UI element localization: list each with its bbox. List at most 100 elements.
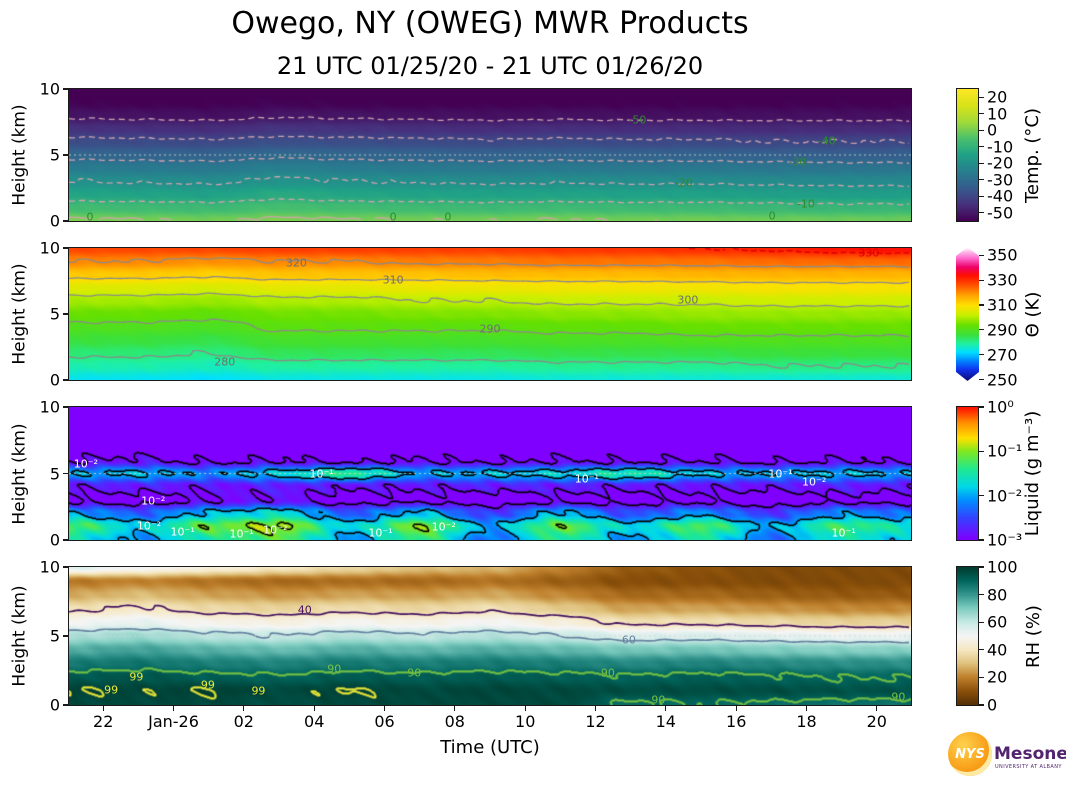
contour-label: 330 — [858, 246, 880, 260]
y-tick-mark — [63, 154, 68, 156]
contour-label: 10⁻² — [73, 457, 98, 471]
contour-label: 40 — [297, 603, 312, 617]
liquid-colorbar-gradient — [957, 407, 978, 540]
contour-label: 10⁻² — [431, 520, 456, 534]
contour-label: 60 — [621, 633, 636, 647]
y-tick-mark — [63, 472, 68, 475]
colorbar-tick-label: 10⁰ — [987, 397, 1014, 417]
contour-label: 90 — [327, 662, 342, 676]
temperature-heatmap — [69, 89, 911, 221]
y-tick-label: 10 — [39, 79, 60, 99]
y-tick-mark — [63, 406, 68, 408]
colorbar-tick-label: -20 — [987, 153, 1014, 173]
contour-label: 90 — [891, 690, 906, 704]
contour-label: 0 — [768, 209, 776, 223]
contour-label: -40 — [817, 134, 836, 148]
temperature-panel: 0 0 0 0 -10 -20 -30 -40 -50 — [68, 88, 912, 223]
x-tick-label: Jan-26 — [148, 712, 199, 731]
figure-title: Owego, NY (OWEG) MWR Products — [231, 6, 749, 41]
contour-label: 90 — [651, 693, 666, 707]
x-tick-label: 22 — [93, 712, 114, 731]
x-tick-label: 12 — [585, 712, 606, 731]
liquid-panel: 10⁻² 10⁻¹ 10⁻¹ 10⁻¹ 10⁻² 10⁻² 10⁻² 10⁻¹ 10⁻¹ 10⁻²… — [68, 406, 912, 541]
rh-colorbar-gradient — [957, 567, 978, 705]
colorbar-tick-label: 10⁻² — [987, 486, 1023, 506]
theta-contour-labels: 280 290 300 310 320 330 — [69, 248, 911, 380]
y-tick-label: 5 — [49, 626, 60, 646]
contour-label: 10⁻² — [263, 523, 288, 537]
colorbar-tick-mark — [979, 146, 984, 148]
colorbar-tick-label: 20 — [987, 667, 1008, 687]
theta-colorbar-label: Θ (K) — [1022, 291, 1044, 337]
liquid-contour-labels: 10⁻² 10⁻¹ 10⁻¹ 10⁻¹ 10⁻² 10⁻² 10⁻² 10⁻¹ 10⁻¹ 10⁻²… — [69, 407, 911, 540]
colorbar-tick-label: 0 — [987, 695, 998, 715]
y-tick-mark — [63, 313, 68, 315]
contour-label: 99 — [129, 670, 144, 684]
liquid-heatmap — [69, 407, 911, 540]
colorbar-tick-label: 40 — [987, 640, 1008, 660]
colorbar-tick-label: -40 — [987, 186, 1014, 206]
colorbar-tick-mark — [979, 254, 984, 257]
theta-colorbar-gradient — [956, 247, 979, 381]
logo-tagline: UNIVERSITY AT ALBANY — [995, 764, 1062, 770]
colorbar-tick-label: -10 — [987, 137, 1014, 157]
contour-label: 10⁻¹ — [229, 527, 254, 541]
colorbar-tick-mark — [979, 704, 984, 706]
colorbar-tick-label: 80 — [987, 585, 1008, 605]
colorbar-tick-label: 330 — [987, 270, 1018, 290]
x-tick-mark — [524, 706, 526, 711]
x-tick-mark — [876, 706, 878, 711]
x-tick-mark — [243, 706, 245, 711]
contour-label: -30 — [788, 155, 807, 169]
contour-label: 10⁻¹ — [368, 526, 393, 540]
y-tick-label: 5 — [49, 145, 60, 165]
x-tick-label: 06 — [374, 712, 395, 731]
colorbar-tick-mark — [979, 539, 984, 541]
x-tick-label: 04 — [304, 712, 325, 731]
colorbar-tick-mark — [979, 495, 984, 497]
colorbar-tick-mark — [979, 329, 984, 331]
temperature-colorbar-gradient — [957, 89, 978, 221]
rh-panel: 40 60 90 90 90 90 90 99 99 99 99 — [68, 566, 912, 706]
y-tick-label: 0 — [49, 370, 60, 390]
x-tick-mark — [805, 706, 808, 711]
colorbar-tick-mark — [979, 621, 984, 623]
colorbar-tick-mark — [979, 406, 984, 408]
colorbar-tick-label: 250 — [987, 370, 1018, 390]
colorbar-tick-label: 310 — [987, 295, 1018, 315]
colorbar-tick-label: 0 — [987, 120, 998, 140]
colorbar-tick-label: 290 — [987, 320, 1018, 340]
contour-label: -10 — [796, 197, 815, 211]
contour-label: 99 — [200, 678, 215, 692]
colorbar-tick-label: 10⁻¹ — [987, 441, 1023, 461]
contour-label: 300 — [677, 293, 699, 307]
y-tick-mark — [63, 539, 68, 541]
colorbar-tick-label: -30 — [987, 170, 1014, 190]
y-tick-label: 0 — [49, 211, 60, 231]
y-tick-label: 5 — [49, 464, 60, 483]
contour-label: 10⁻¹ — [831, 526, 856, 540]
theta-colorbar — [956, 247, 979, 381]
colorbar-tick-mark — [979, 649, 984, 651]
contour-label: 90 — [600, 666, 615, 680]
y-tick-label: 0 — [49, 530, 60, 550]
x-tick-mark — [313, 706, 315, 711]
contour-label: 10⁻¹ — [768, 467, 793, 481]
colorbar-tick-label: 10 — [987, 104, 1008, 124]
colorbar-tick-mark — [979, 676, 984, 678]
contour-label: 90 — [407, 666, 422, 680]
contour-label: 320 — [285, 256, 307, 270]
y-tick-mark — [63, 247, 68, 249]
contour-label: 99 — [251, 684, 266, 698]
colorbar-tick-mark — [979, 450, 984, 452]
x-tick-mark — [383, 706, 386, 711]
colorbar-tick-label: 20 — [987, 87, 1008, 107]
x-tick-label: 10 — [515, 712, 536, 731]
x-tick-label: 08 — [444, 712, 465, 731]
logo-name: Mesonet — [994, 744, 1066, 764]
theta-y-axis-label: Height (km) — [10, 263, 30, 365]
colorbar-tick-mark — [979, 279, 984, 281]
temperature-contour-labels: 0 0 0 0 -10 -20 -30 -40 -50 — [69, 89, 911, 223]
colorbar-tick-mark — [979, 212, 984, 214]
